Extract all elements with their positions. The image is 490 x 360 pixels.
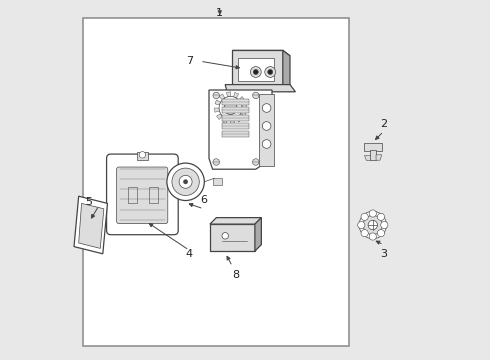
Circle shape (252, 159, 259, 165)
Bar (210, 224, 255, 251)
Text: 6: 6 (200, 195, 207, 205)
Circle shape (222, 233, 228, 239)
Bar (221, 107, 248, 113)
Circle shape (250, 67, 261, 77)
Polygon shape (217, 114, 222, 120)
FancyBboxPatch shape (117, 167, 168, 224)
Polygon shape (79, 203, 104, 248)
Polygon shape (242, 104, 247, 108)
Text: 1: 1 (216, 8, 223, 18)
Bar (83, 18, 349, 346)
Polygon shape (222, 118, 228, 123)
Circle shape (359, 211, 387, 239)
Circle shape (252, 92, 259, 99)
Polygon shape (225, 85, 295, 92)
Polygon shape (232, 50, 290, 56)
Bar (221, 123, 248, 129)
Polygon shape (215, 108, 220, 112)
Polygon shape (209, 90, 272, 169)
Polygon shape (239, 96, 245, 102)
Circle shape (139, 152, 146, 158)
Bar (259, 94, 274, 166)
Circle shape (172, 168, 199, 195)
Circle shape (265, 67, 275, 77)
Circle shape (369, 210, 376, 217)
Circle shape (253, 69, 258, 75)
Text: 4: 4 (186, 249, 193, 259)
Polygon shape (364, 155, 369, 160)
Circle shape (268, 69, 273, 75)
Circle shape (224, 102, 237, 114)
Polygon shape (255, 217, 261, 251)
Bar (221, 99, 248, 105)
Circle shape (262, 140, 271, 148)
Circle shape (381, 221, 388, 229)
Circle shape (219, 96, 242, 120)
Polygon shape (210, 217, 261, 224)
Circle shape (361, 230, 368, 237)
Circle shape (213, 92, 220, 99)
Circle shape (361, 213, 368, 220)
Text: 2: 2 (380, 119, 387, 129)
Circle shape (377, 213, 385, 220)
Bar (364, 143, 382, 151)
Circle shape (167, 163, 204, 201)
Circle shape (262, 104, 271, 112)
Bar (137, 152, 148, 160)
Bar (221, 131, 248, 137)
Polygon shape (215, 100, 221, 105)
Bar (149, 187, 158, 203)
Polygon shape (234, 93, 239, 98)
Circle shape (377, 230, 385, 237)
Circle shape (262, 122, 271, 130)
Circle shape (183, 180, 188, 184)
Circle shape (213, 159, 220, 165)
Polygon shape (241, 111, 246, 116)
Polygon shape (74, 196, 107, 254)
Bar (369, 150, 376, 160)
Polygon shape (376, 155, 382, 160)
Circle shape (358, 221, 365, 229)
Circle shape (363, 215, 383, 235)
Polygon shape (219, 94, 225, 100)
Text: 5: 5 (85, 197, 92, 207)
Polygon shape (226, 92, 231, 97)
Polygon shape (283, 50, 290, 92)
Text: 7: 7 (186, 56, 193, 66)
Bar (128, 187, 137, 203)
Circle shape (369, 233, 376, 240)
Text: 3: 3 (380, 249, 387, 259)
Polygon shape (232, 50, 283, 86)
Circle shape (368, 220, 377, 230)
Polygon shape (236, 116, 242, 122)
Circle shape (179, 175, 192, 188)
Bar (221, 115, 248, 121)
FancyBboxPatch shape (107, 154, 178, 235)
Text: 8: 8 (232, 270, 240, 280)
Polygon shape (231, 119, 235, 124)
Bar (238, 58, 274, 81)
Bar (213, 178, 221, 185)
